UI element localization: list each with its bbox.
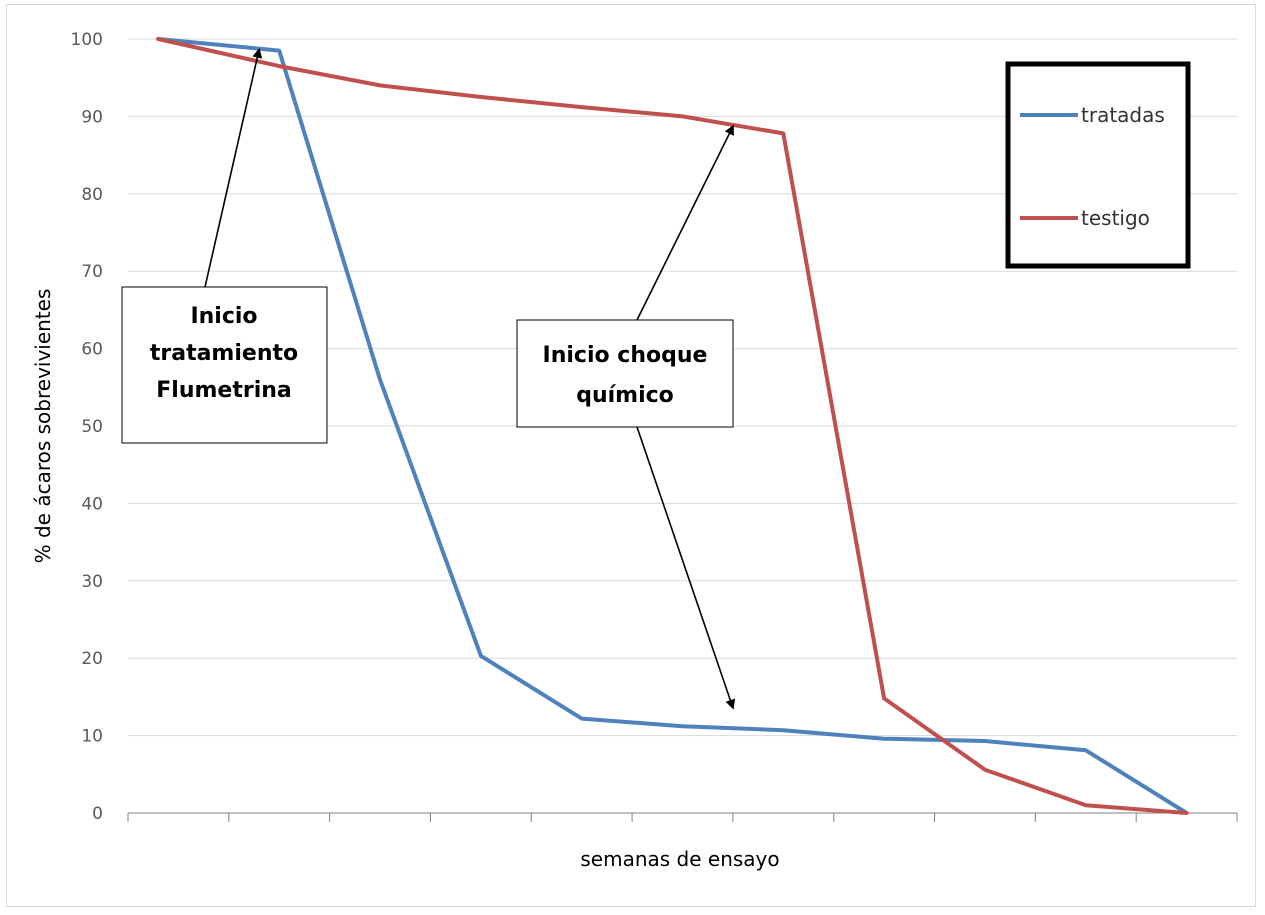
data-point: [682, 115, 683, 117]
data-point: [1085, 804, 1087, 806]
annotation-box: [121, 286, 328, 444]
y-tick-label: 20: [81, 649, 103, 669]
y-tick-label: 60: [81, 340, 103, 360]
legend-label: testigo: [1081, 206, 1150, 230]
legend-box: [1005, 61, 1191, 269]
data-point: [984, 769, 986, 771]
legend-label: tratadas: [1081, 103, 1165, 127]
y-axis: 0 10 20 30 40 50 60 70 80 90 100: [71, 30, 103, 824]
annotation-arrow: [204, 47, 263, 288]
data-point: [984, 740, 986, 742]
annotation-text: Flumetrina: [156, 378, 292, 403]
data-point: [278, 50, 280, 52]
y-tick-label: 70: [81, 262, 103, 282]
y-tick-label: 50: [81, 417, 103, 437]
data-point: [581, 718, 583, 720]
data-point: [379, 84, 381, 86]
data-point: [480, 655, 482, 657]
annotation-text: Inicio: [190, 304, 257, 329]
data-point: [1085, 749, 1087, 751]
data-point: [581, 106, 583, 108]
legend: tratadas testigo: [1005, 61, 1191, 269]
x-axis: [127, 812, 1238, 822]
data-point: [157, 38, 159, 40]
y-tick-label: 30: [81, 572, 103, 592]
data-point: [782, 132, 784, 134]
data-point: [883, 738, 885, 740]
y-tick-label: 10: [81, 727, 103, 747]
data-point: [379, 379, 381, 381]
y-tick-label: 0: [92, 804, 103, 824]
x-axis-title: semanas de ensayo: [580, 847, 779, 871]
data-point: [480, 96, 482, 98]
series-lines: [156, 37, 1189, 815]
data-point: [883, 697, 885, 699]
y-tick-label: 80: [81, 185, 103, 205]
y-tick-label: 100: [71, 30, 103, 50]
y-tick-label: 40: [81, 494, 103, 514]
data-point: [278, 65, 280, 67]
y-axis-title: % de ácaros sobrevivientes: [31, 289, 55, 564]
annotation-box: [516, 319, 734, 428]
annotation-arrow: [636, 426, 736, 710]
y-tick-label: 90: [81, 107, 103, 127]
annotation-arrow: [636, 124, 734, 321]
annotation-text: químico: [576, 383, 674, 408]
data-point: [1186, 812, 1188, 814]
data-point: [682, 725, 683, 727]
data-point: [782, 729, 784, 731]
annotation-text: Inicio choque: [543, 343, 708, 368]
annotations: Inicio tratamiento Flumetrina Inicio choque…: [121, 47, 736, 710]
annotation-text: tratamiento: [150, 341, 298, 366]
